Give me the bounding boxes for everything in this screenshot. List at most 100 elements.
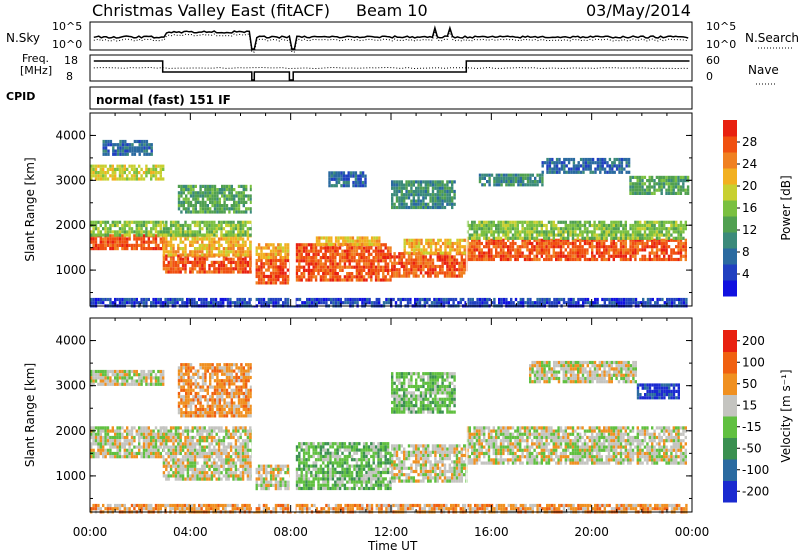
power-cell bbox=[192, 188, 195, 192]
velocity-cell bbox=[154, 426, 158, 430]
power-cell bbox=[493, 301, 496, 305]
power-cell bbox=[203, 243, 206, 247]
power-cell bbox=[169, 220, 173, 224]
power-cell bbox=[302, 256, 306, 260]
power-cell bbox=[351, 236, 355, 240]
power-cell bbox=[422, 251, 426, 255]
power-cell bbox=[650, 185, 654, 189]
power-cell bbox=[535, 254, 539, 258]
power-cell bbox=[102, 301, 105, 305]
power-cell bbox=[478, 301, 482, 305]
power-cell bbox=[425, 251, 428, 255]
power-cell bbox=[400, 193, 403, 197]
power-cell bbox=[340, 171, 343, 175]
power-cell bbox=[300, 246, 303, 250]
power-cell bbox=[684, 251, 687, 255]
power-cell bbox=[670, 254, 673, 258]
power-cell bbox=[223, 207, 226, 211]
power-cell bbox=[665, 257, 668, 262]
power-cell bbox=[326, 278, 330, 282]
power-cell bbox=[480, 230, 483, 234]
power-cell bbox=[660, 251, 663, 255]
power-cell bbox=[571, 245, 575, 249]
power-cell bbox=[670, 179, 673, 183]
power-cell bbox=[210, 253, 214, 257]
power-cell bbox=[533, 245, 536, 249]
power-cell bbox=[133, 164, 136, 168]
power-cell bbox=[181, 301, 184, 305]
velocity-cell bbox=[111, 455, 114, 459]
power-cell bbox=[211, 184, 214, 188]
power-cell bbox=[354, 184, 358, 188]
power-cell bbox=[172, 257, 175, 261]
power-cell bbox=[326, 259, 330, 263]
power-cell bbox=[347, 184, 350, 188]
power-cell bbox=[197, 194, 200, 198]
power-cell bbox=[172, 237, 175, 241]
power-cell bbox=[660, 245, 663, 249]
power-cell bbox=[162, 253, 166, 257]
power-cell bbox=[519, 173, 522, 177]
power-cell bbox=[102, 233, 105, 237]
power-cell bbox=[639, 220, 642, 224]
power-cell bbox=[193, 220, 197, 224]
power-cell bbox=[181, 260, 185, 264]
power-cell bbox=[165, 243, 168, 247]
power-cell bbox=[142, 243, 146, 247]
power-cell bbox=[471, 233, 474, 237]
power-cell bbox=[267, 246, 270, 250]
power-cell bbox=[234, 237, 238, 241]
power-cell bbox=[363, 242, 367, 246]
power-cell bbox=[365, 256, 368, 260]
power-cell bbox=[395, 196, 399, 200]
power-cell bbox=[90, 237, 93, 241]
power-cell bbox=[150, 233, 153, 237]
power-cell bbox=[535, 245, 539, 249]
power-cell bbox=[123, 230, 126, 234]
power-cell bbox=[331, 252, 335, 256]
power-cell bbox=[318, 239, 321, 243]
power-cell bbox=[540, 251, 543, 255]
power-cell bbox=[412, 258, 415, 262]
power-cell bbox=[463, 248, 466, 252]
power-cell bbox=[177, 197, 181, 201]
power-cell bbox=[272, 256, 275, 260]
power-cell bbox=[448, 274, 451, 278]
power-cell bbox=[218, 204, 221, 208]
power-cell bbox=[272, 271, 275, 275]
power-cell bbox=[667, 245, 671, 249]
power-cell bbox=[302, 249, 306, 253]
velocity-cell bbox=[104, 435, 107, 440]
power-cell bbox=[684, 175, 687, 179]
power-cell bbox=[499, 251, 503, 255]
power-cell bbox=[492, 241, 495, 246]
power-cell bbox=[424, 183, 427, 187]
power-cell bbox=[646, 188, 649, 192]
velocity-cell bbox=[130, 382, 134, 386]
power-cell bbox=[682, 297, 686, 302]
power-cell bbox=[483, 223, 486, 228]
power-cell bbox=[458, 274, 461, 278]
velocity-cell bbox=[130, 432, 134, 436]
power-cell bbox=[677, 185, 680, 189]
power-cell bbox=[405, 258, 408, 262]
power-cell bbox=[631, 188, 635, 192]
power-cell bbox=[205, 243, 209, 247]
power-cell bbox=[538, 301, 542, 305]
power-cell bbox=[555, 251, 558, 255]
power-cell bbox=[427, 274, 430, 278]
power-cell bbox=[610, 236, 613, 240]
power-cell bbox=[526, 245, 529, 249]
power-cell bbox=[408, 251, 411, 255]
power-cell bbox=[485, 223, 488, 228]
velocity-cell bbox=[116, 439, 119, 443]
velocity-cell bbox=[94, 432, 98, 436]
power-cell bbox=[203, 270, 206, 274]
power-cell bbox=[128, 143, 132, 147]
power-cell bbox=[130, 301, 134, 305]
power-cell bbox=[629, 185, 632, 189]
power-cell bbox=[118, 243, 122, 247]
power-cell bbox=[159, 237, 162, 241]
power-cell bbox=[422, 268, 425, 272]
power-cell bbox=[487, 251, 491, 255]
